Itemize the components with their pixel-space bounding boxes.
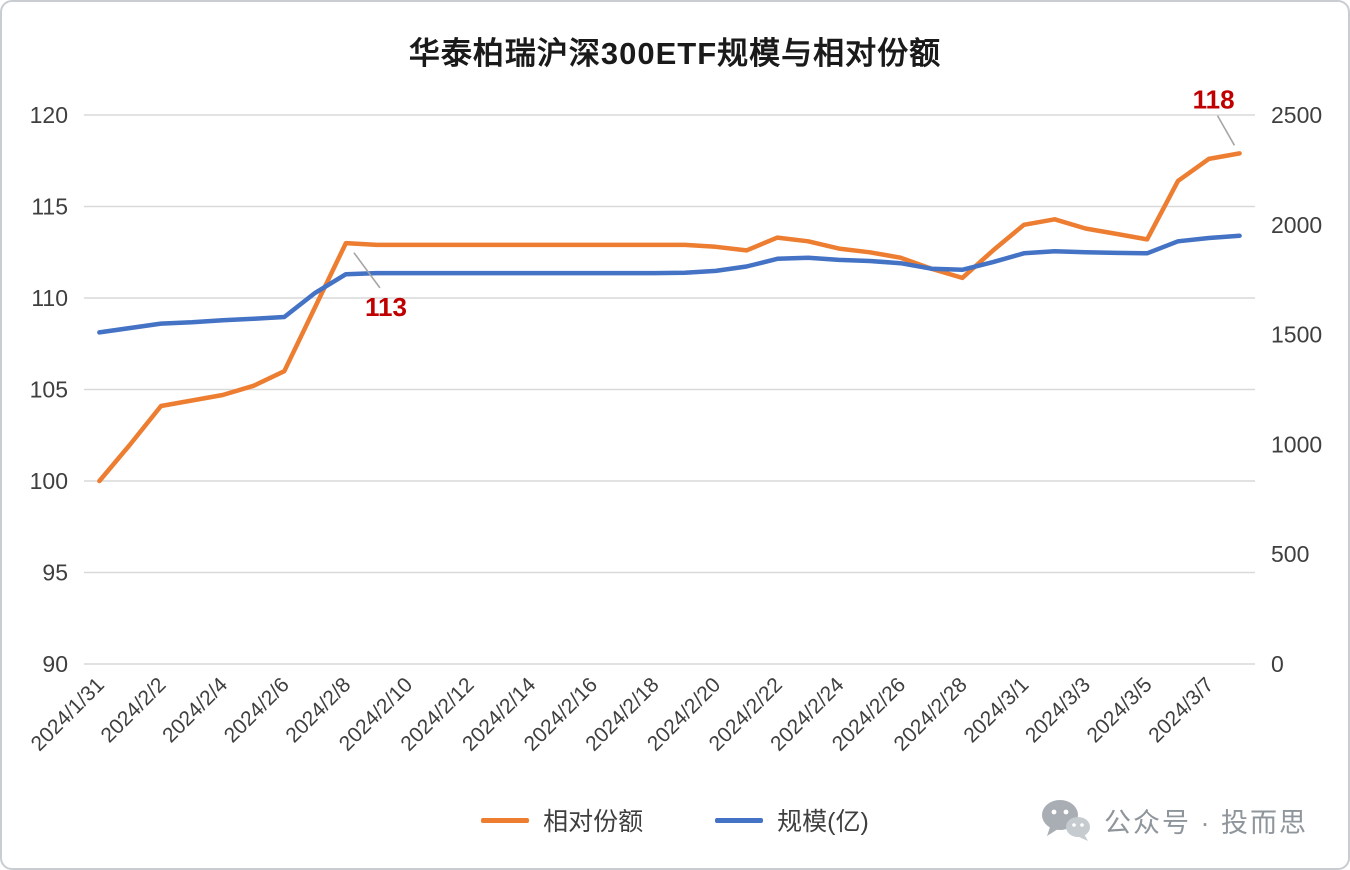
- svg-text:95: 95: [42, 560, 68, 586]
- svg-text:2024/3/3: 2024/3/3: [1021, 673, 1095, 747]
- svg-text:105: 105: [30, 377, 68, 403]
- svg-text:113: 113: [365, 292, 407, 322]
- watermark-text: 公众号 · 投而思: [1104, 807, 1308, 838]
- svg-text:110: 110: [31, 285, 68, 311]
- svg-text:2500: 2500: [1271, 102, 1322, 128]
- svg-text:2024/3/7: 2024/3/7: [1144, 673, 1218, 747]
- watermark: 公众号 · 投而思: [1040, 798, 1308, 842]
- svg-text:500: 500: [1271, 541, 1309, 567]
- svg-text:90: 90: [42, 651, 68, 677]
- svg-text:1500: 1500: [1271, 322, 1322, 348]
- chart-canvas: 90 95 100 105 110 115 120 0 500 1000 1500 2000 2500 2…: [27, 84, 1323, 755]
- svg-text:2024/3/1: 2024/3/1: [959, 673, 1033, 747]
- legend-item-relative-share: 相对份额: [481, 802, 643, 838]
- svg-text:100: 100: [30, 468, 68, 494]
- wechat-icon: [1042, 800, 1090, 841]
- svg-text:2024/1/31: 2024/1/31: [27, 673, 109, 755]
- legend-label-relative-share: 相对份额: [543, 808, 644, 836]
- svg-text:2024/3/5: 2024/3/5: [1083, 673, 1157, 747]
- svg-text:2000: 2000: [1271, 212, 1322, 238]
- svg-text:2024/2/4: 2024/2/4: [158, 673, 232, 747]
- legend-label-scale: 规模(亿): [777, 808, 869, 836]
- svg-text:0: 0: [1271, 651, 1284, 677]
- svg-text:1000: 1000: [1271, 431, 1322, 457]
- svg-text:120: 120: [30, 102, 68, 128]
- svg-text:2024/2/2: 2024/2/2: [96, 673, 170, 747]
- legend-item-scale: 规模(亿): [715, 802, 869, 838]
- legend-swatch-scale: [715, 817, 764, 823]
- legend: 相对份额 规模(亿): [2, 802, 1348, 838]
- legend-swatch-relative-share: [481, 817, 530, 823]
- svg-text:2024/2/6: 2024/2/6: [220, 673, 294, 747]
- chart-title: 华泰柏瑞沪深300ETF规模与相对份额: [408, 36, 942, 71]
- svg-text:115: 115: [31, 194, 68, 220]
- svg-text:118: 118: [1193, 84, 1235, 114]
